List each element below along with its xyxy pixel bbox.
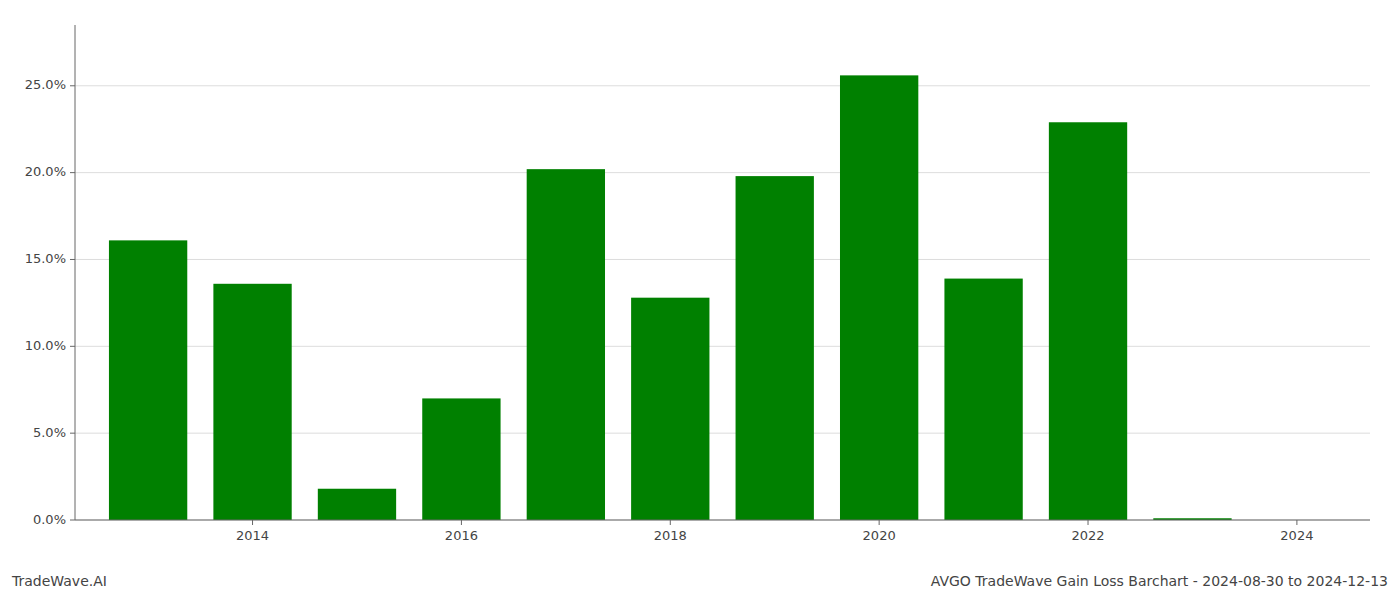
chart-container: 0.0%5.0%10.0%15.0%20.0%25.0%2013: 0.1612… (0, 0, 1400, 600)
y-tick (70, 259, 75, 260)
x-tick (1088, 520, 1089, 525)
x-axis-line (75, 520, 1370, 521)
y-tick-label: 20.0% (25, 164, 66, 179)
bar: 2020: 0.256 (840, 75, 918, 520)
grid-line (75, 520, 1370, 521)
y-tick-label: 25.0% (25, 77, 66, 92)
y-tick-label: 0.0% (33, 512, 66, 527)
bar: 2013: 0.161 (109, 240, 187, 520)
bars: 2013: 0.161 2014: 0.136 2015: 0.018 2016: 0… (109, 75, 1232, 520)
watermark: TradeWave.AI (11, 573, 107, 589)
x-tick (879, 520, 880, 525)
x-tick-label: 2014 (236, 528, 269, 543)
x-tick-label: 2018 (654, 528, 687, 543)
bar: 2014: 0.136 (213, 284, 291, 520)
bar: 2022: 0.229 (1049, 122, 1127, 520)
bar: 2018: 0.128 (631, 298, 709, 520)
bar: 2017: 0.202 (527, 169, 605, 520)
chart-title: AVGO TradeWave Gain Loss Barchart - 2024… (931, 573, 1388, 589)
y-tick-label: 15.0% (25, 251, 66, 266)
x-tick (670, 520, 671, 525)
y-axis-line (75, 25, 76, 520)
grid-line (75, 259, 1370, 260)
chart-svg: 0.0%5.0%10.0%15.0%20.0%25.0%2013: 0.1612… (0, 0, 1400, 600)
y-tick-label: 5.0% (33, 425, 66, 440)
bar: 2015: 0.018 (318, 489, 396, 520)
y-tick (70, 85, 75, 86)
grid (75, 86, 1370, 520)
y-tick-label: 10.0% (25, 338, 66, 353)
y-tick (70, 433, 75, 434)
grid-line (75, 85, 1370, 86)
y-axis: 0.0% 5.0% 10.0% 15.0% 20.0% 25.0% (25, 25, 75, 527)
x-tick-label: 2024 (1280, 528, 1313, 543)
y-tick (70, 346, 75, 347)
x-axis: 2014 2016 2018 2020 2022 2024 (75, 520, 1370, 543)
grid-line (75, 172, 1370, 173)
x-tick-label: 2022 (1071, 528, 1104, 543)
x-tick (252, 520, 253, 525)
x-tick (461, 520, 462, 525)
background (0, 0, 1400, 600)
x-tick (1296, 520, 1297, 525)
bar: 2019: 0.198 (736, 176, 814, 520)
x-tick-label: 2020 (863, 528, 896, 543)
bar: 2021: 0.139 (944, 279, 1022, 520)
y-tick (70, 172, 75, 173)
y-tick (70, 520, 75, 521)
bar: 2016: 0.07 (422, 398, 500, 520)
x-tick-label: 2016 (445, 528, 478, 543)
